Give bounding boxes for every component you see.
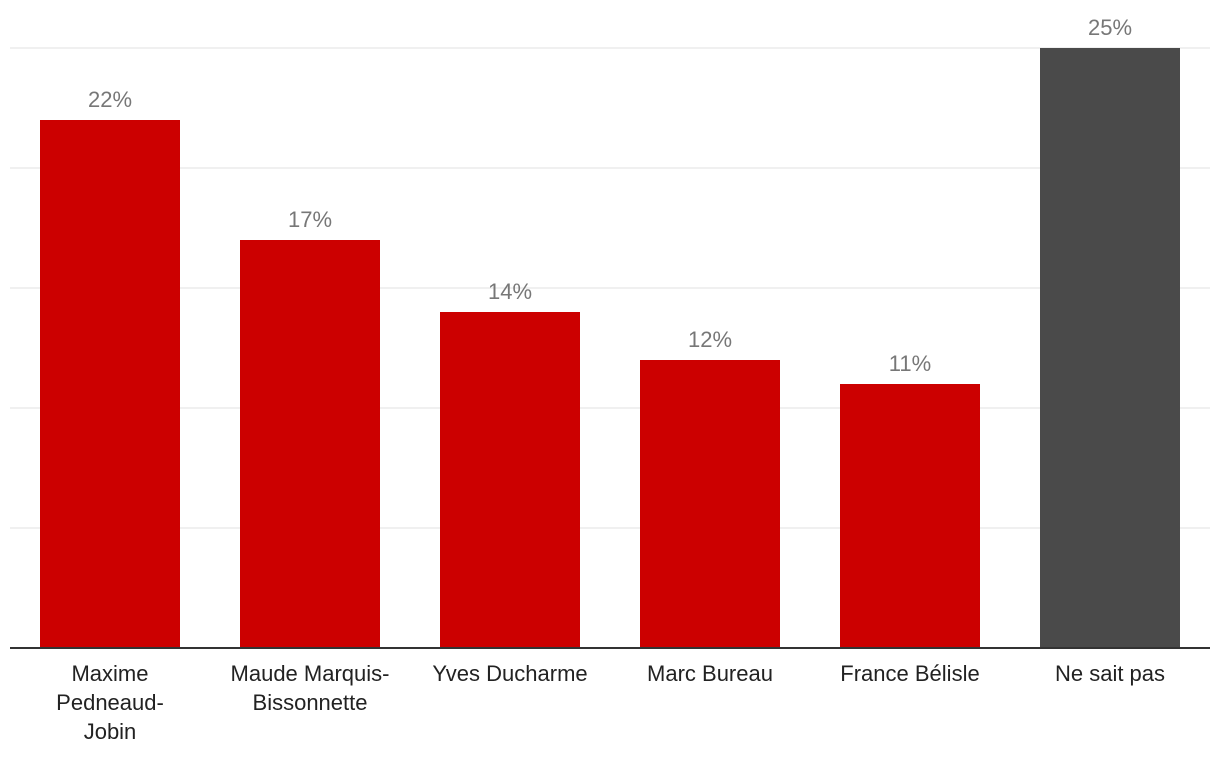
bar bbox=[40, 120, 180, 648]
category-label: Maxime bbox=[71, 661, 148, 686]
category-label: France Bélisle bbox=[840, 661, 979, 686]
value-label: 22% bbox=[88, 87, 132, 112]
category-labels: Maxime Pedneaud- Jobin Maude Marquis- Bisson… bbox=[56, 661, 1165, 744]
bar bbox=[640, 360, 780, 648]
value-labels: 22% 17% 14% 12% 11% 25% bbox=[88, 15, 1132, 376]
category-label: Pedneaud- bbox=[56, 690, 164, 715]
category-label: Bissonnette bbox=[253, 690, 368, 715]
gridlines bbox=[10, 47, 1210, 529]
value-label: 12% bbox=[688, 327, 732, 352]
category-label: Marc Bureau bbox=[647, 661, 773, 686]
category-label: Ne sait pas bbox=[1055, 661, 1165, 686]
value-label: 25% bbox=[1088, 15, 1132, 40]
category-label: Jobin bbox=[84, 719, 137, 744]
value-label: 11% bbox=[889, 351, 931, 376]
bar bbox=[840, 384, 980, 648]
bars bbox=[40, 48, 1180, 648]
category-label: Yves Ducharme bbox=[432, 661, 587, 686]
bar bbox=[440, 312, 580, 648]
value-label: 17% bbox=[288, 207, 332, 232]
category-label: Maude Marquis- bbox=[231, 661, 390, 686]
bar bbox=[1040, 48, 1180, 648]
value-label: 14% bbox=[488, 279, 532, 304]
bar bbox=[240, 240, 380, 648]
